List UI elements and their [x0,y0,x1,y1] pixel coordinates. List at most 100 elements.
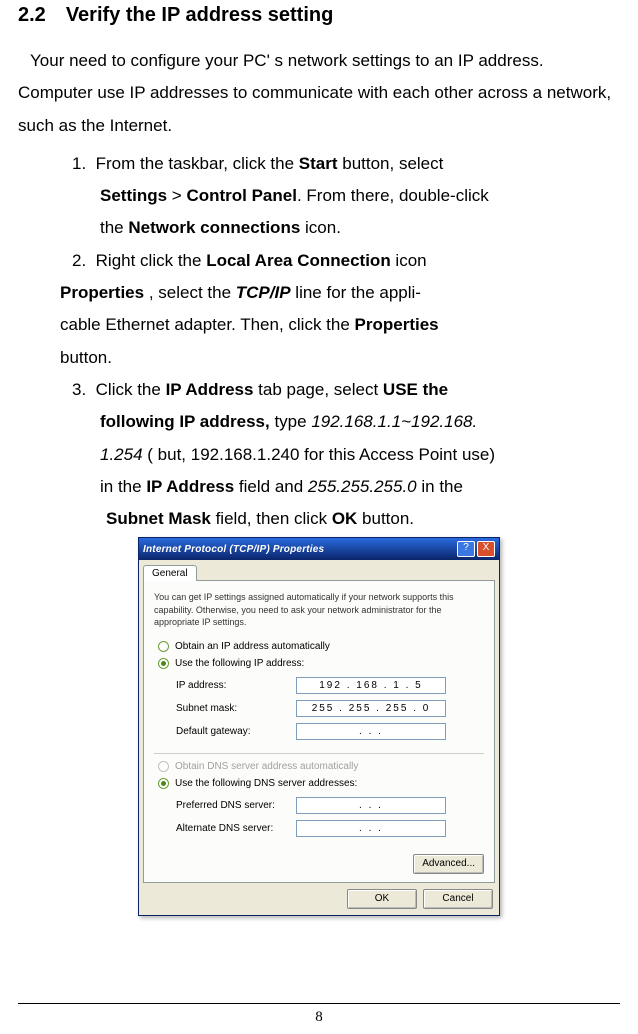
text: Right click the [96,251,207,270]
preferred-dns-input[interactable]: . . . [296,797,446,814]
text: ( but, 192.168.1.240 for this Access Poi… [143,445,495,464]
bold-properties: Properties [60,283,144,302]
subnet-mask-row: Subnet mask: 255 . 255 . 255 . 0 [176,697,484,720]
italic-range2: 1.254 [100,445,143,464]
bold-ok: OK [332,509,358,528]
radio-obtain-ip-auto[interactable]: Obtain an IP address automatically [154,638,484,655]
text: button. [357,509,414,528]
heading-number: 2.2 [18,4,46,26]
text: icon [391,251,427,270]
radio-icon [158,658,169,669]
bold-control-panel: Control Panel [186,186,297,205]
instruction-list: 1. From the taskbar, click the Start but… [18,148,620,536]
list-item-1-cont2: the Network connections icon. [18,212,620,244]
dialog-container: Internet Protocol (TCP/IP) Properties ? … [18,535,620,915]
list-item-2-cont3: button. [18,342,620,374]
radio-dot-icon [161,781,166,786]
text: type [270,412,312,431]
bold-settings: Settings [100,186,167,205]
text: field and [234,477,308,496]
preferred-dns-label: Preferred DNS server: [176,800,296,811]
bold-use-the: USE the [383,380,448,399]
panel-description: You can get IP settings assigned automat… [154,591,484,637]
section-heading: 2.2 Verify the IP address setting [18,0,620,45]
advanced-button[interactable]: Advanced... [413,854,484,874]
list-item-1: 1. From the taskbar, click the Start but… [18,148,620,180]
heading-text: Verify the IP address setting [66,4,334,26]
text: icon. [300,218,341,237]
text: From the taskbar, click the [96,154,299,173]
list-item-2: 2. Right click the Local Area Connection… [18,245,620,277]
help-button[interactable]: ? [457,541,475,557]
tab-general[interactable]: General [143,565,197,581]
bold-network-connections: Network connections [128,218,300,237]
list-item-3-cont: following IP address, type 192.168.1.1~1… [18,406,620,438]
item-number: 3. [72,380,86,399]
text: in the [417,477,463,496]
alternate-dns-label: Alternate DNS server: [176,823,296,834]
text: , select the [144,283,236,302]
text: Click the [96,380,166,399]
bold-subnet-mask: Subnet Mask [106,509,211,528]
bold-start: Start [299,154,338,173]
page-number: 8 [0,1009,638,1026]
text: button, select [338,154,444,173]
item-number: 1. [72,154,86,173]
intro-paragraph: Your need to configure your PC' s networ… [18,45,620,148]
subnet-mask-label: Subnet mask: [176,703,296,714]
ok-button[interactable]: OK [347,889,417,909]
text: . From there, double-click [297,186,489,205]
general-panel: You can get IP settings assigned automat… [143,580,495,882]
separator [154,753,484,754]
bold-italic-tcpip: TCP/IP [236,283,291,302]
subnet-mask-input[interactable]: 255 . 255 . 255 . 0 [296,700,446,717]
titlebar[interactable]: Internet Protocol (TCP/IP) Properties ? … [139,538,499,560]
text: button. [60,348,112,367]
text: field, then click [211,509,332,528]
list-item-3: 3. Click the IP Address tab page, select… [18,374,620,406]
list-item-3-cont2: 1.254 ( but, 192.168.1.240 for this Acce… [18,439,620,471]
preferred-dns-row: Preferred DNS server: . . . [176,794,484,817]
dialog-title: Internet Protocol (TCP/IP) Properties [143,544,455,555]
italic-subnet: 255.255.255.0 [308,477,417,496]
ip-address-row: IP address: 192 . 168 . 1 . 5 [176,674,484,697]
radio-dot-icon [161,661,166,666]
radio-use-following-ip[interactable]: Use the following IP address: [154,655,484,672]
advanced-row: Advanced... [154,846,484,876]
alternate-dns-row: Alternate DNS server: . . . [176,817,484,840]
default-gateway-label: Default gateway: [176,726,296,737]
cancel-button[interactable]: Cancel [423,889,493,909]
list-item-2-cont2: cable Ethernet adapter. Then, click the … [18,309,620,341]
radio-label: Use the following IP address: [175,658,304,669]
radio-obtain-dns-auto: Obtain DNS server address automatically [154,758,484,775]
default-gateway-input[interactable]: . . . [296,723,446,740]
dialog-footer: OK Cancel [139,883,499,915]
bold-properties2: Properties [355,315,439,334]
item-number: 2. [72,251,86,270]
tcpip-properties-dialog: Internet Protocol (TCP/IP) Properties ? … [138,537,500,915]
list-item-1-cont: Settings > Control Panel. From there, do… [18,180,620,212]
bold-ip-address: IP Address [166,380,254,399]
text: in the [100,477,146,496]
ip-fields: IP address: 192 . 168 . 1 . 5 Subnet mas… [154,672,484,749]
tabstrip: General [139,560,499,580]
radio-label: Obtain an IP address automatically [175,641,330,652]
radio-label: Obtain DNS server address automatically [175,761,358,772]
close-button[interactable]: X [477,541,495,557]
alternate-dns-input[interactable]: . . . [296,820,446,837]
text: the [100,218,128,237]
radio-use-following-dns[interactable]: Use the following DNS server addresses: [154,775,484,792]
text: line for the appli- [291,283,421,302]
radio-label: Use the following DNS server addresses: [175,778,357,789]
radio-icon [158,641,169,652]
italic-range: 192.168.1.1~192.168. [311,412,477,431]
text: tab page, select [253,380,382,399]
bold-lac: Local Area Connection [206,251,391,270]
list-item-2-cont: Properties , select the TCP/IP line for … [18,277,620,309]
ip-address-input[interactable]: 192 . 168 . 1 . 5 [296,677,446,694]
dns-fields: Preferred DNS server: . . . Alternate DN… [154,792,484,846]
page-rule [18,1003,620,1004]
bold-following-ip: following IP address, [100,412,270,431]
text: > [167,186,186,205]
list-item-3-cont3: in the IP Address field and 255.255.255.… [18,471,620,503]
